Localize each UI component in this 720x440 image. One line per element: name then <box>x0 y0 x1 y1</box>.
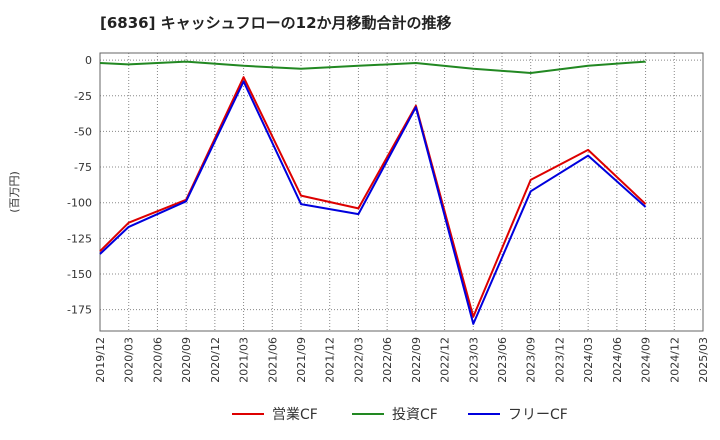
x-tick-label: 2020/06 <box>151 337 164 383</box>
chart-title: [6836] キャッシュフローの12か月移動合計の推移 <box>100 14 452 32</box>
x-tick-label: 2020/09 <box>180 337 193 383</box>
x-tick-label: 2019/12 <box>94 337 107 383</box>
x-tick-label: 2024/03 <box>582 337 595 383</box>
legend: 営業CF 投資CF フリーCF <box>232 407 568 423</box>
x-tick-label: 2022/12 <box>439 337 452 383</box>
series-layer <box>99 60 647 325</box>
legend-label: フリーCF <box>508 407 568 423</box>
x-tick-label: 2024/09 <box>640 337 653 383</box>
plot-frame <box>99 52 704 332</box>
y-tick-label: -75 <box>74 161 92 174</box>
x-tick-label: 2025/03 <box>697 337 710 383</box>
x-tick-label: 2021/06 <box>266 337 279 383</box>
x-tick-label: 2020/03 <box>123 337 136 383</box>
y-axis-ticks: 0 -25 -50 -75 -100 -125 -150 -175 <box>67 54 92 316</box>
legend-label: 投資CF <box>392 407 438 423</box>
x-tick-label: 2022/09 <box>410 337 423 383</box>
y-tick-label: -150 <box>67 268 92 281</box>
x-tick-label: 2022/06 <box>381 337 394 383</box>
x-tick-label: 2021/09 <box>295 337 308 383</box>
x-tick-label: 2023/06 <box>496 337 509 383</box>
x-tick-label: 2023/09 <box>525 337 538 383</box>
x-tick-label: 2023/12 <box>553 337 566 383</box>
y-tick-label: 0 <box>85 54 92 67</box>
x-tick-label: 2021/12 <box>324 337 337 383</box>
x-tick-label: 2021/03 <box>238 337 251 383</box>
y-tick-label: -50 <box>74 125 92 138</box>
y-tick-label: -175 <box>67 304 92 317</box>
y-tick-label: -125 <box>67 232 92 245</box>
series-line <box>99 76 647 318</box>
x-tick-label: 2024/06 <box>611 337 624 383</box>
y-tick-label: -25 <box>74 90 92 103</box>
y-axis-label: (百万円) <box>8 171 21 213</box>
legend-label: 営業CF <box>272 407 318 423</box>
series-line <box>99 80 647 325</box>
x-tick-label: 2022/03 <box>352 337 365 383</box>
x-tick-label: 2024/12 <box>668 337 681 383</box>
x-tick-label: 2023/03 <box>467 337 480 383</box>
x-tick-label: 2020/12 <box>209 337 222 383</box>
x-axis-ticks: 2019/12 2020/03 2020/06 2020/09 2020/12 2021/… <box>94 337 710 383</box>
y-tick-label: -100 <box>67 197 92 210</box>
grid-layer <box>99 53 704 331</box>
series-line <box>99 60 646 74</box>
